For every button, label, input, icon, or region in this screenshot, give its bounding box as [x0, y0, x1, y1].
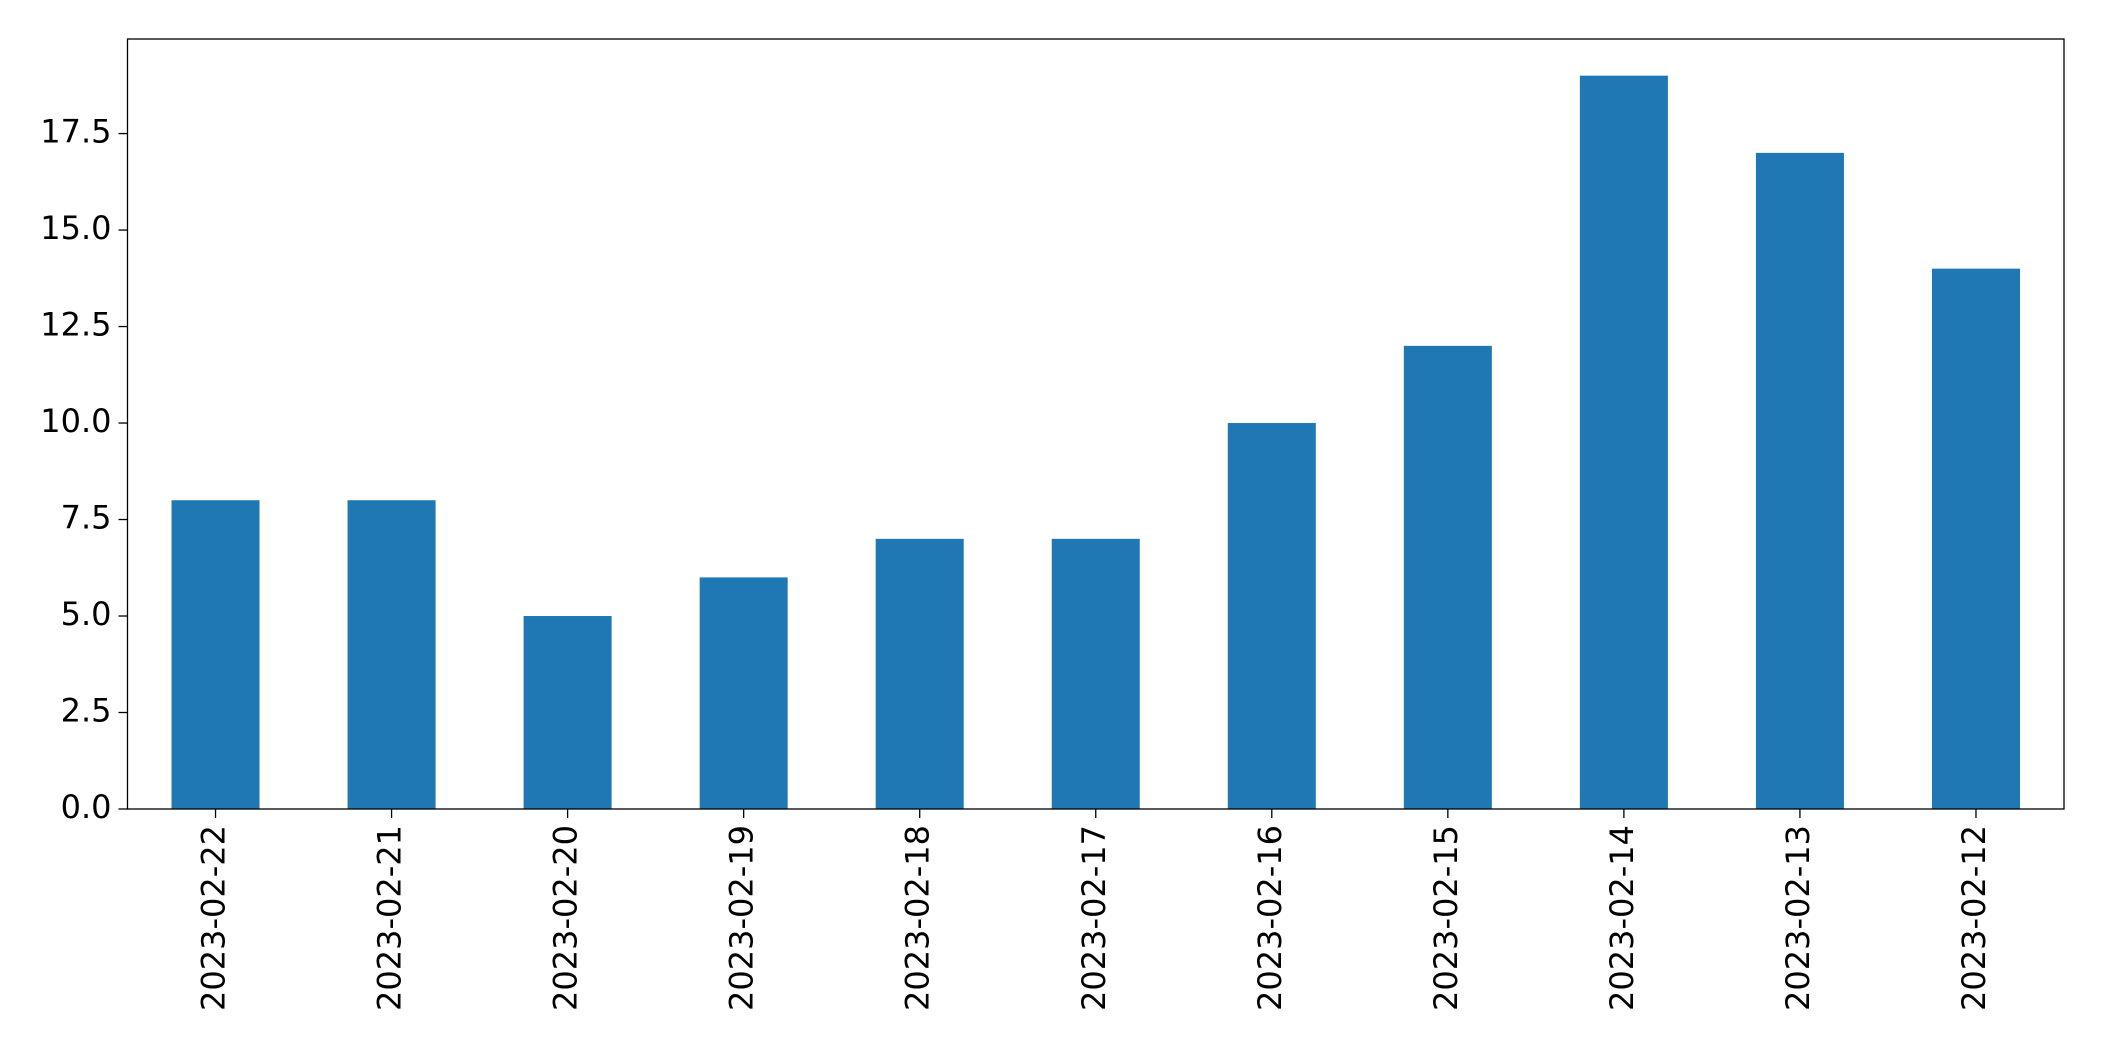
y-tick-label: 7.5	[61, 499, 112, 537]
x-tick-label: 2023-02-21	[371, 825, 409, 1011]
x-tick-label: 2023-02-20	[547, 825, 585, 1011]
bar	[523, 616, 612, 809]
y-tick-label: 2.5	[61, 692, 112, 730]
x-tick-label: 2023-02-12	[1955, 825, 1993, 1011]
x-tick-label: 2023-02-22	[195, 825, 233, 1011]
y-tick-label: 12.5	[40, 306, 111, 344]
x-tick-label: 2023-02-19	[723, 825, 761, 1011]
bar	[347, 500, 436, 809]
bar	[1227, 423, 1316, 809]
y-tick-label: 5.0	[61, 595, 112, 633]
x-tick-label: 2023-02-13	[1779, 825, 1817, 1011]
y-tick-label: 0.0	[61, 788, 112, 826]
x-tick-label: 2023-02-15	[1427, 825, 1465, 1011]
y-tick-label: 17.5	[40, 113, 111, 151]
bar	[1931, 268, 2020, 809]
bar	[699, 577, 788, 809]
bar	[1755, 152, 1844, 810]
plot-frame	[126, 38, 2065, 810]
bar	[1403, 345, 1492, 809]
bar	[875, 538, 964, 809]
x-tick-label: 2023-02-16	[1251, 825, 1289, 1011]
x-tick-label: 2023-02-14	[1603, 825, 1641, 1011]
y-tick-label: 15.0	[40, 209, 111, 247]
bar	[1051, 538, 1140, 809]
y-tick-label: 10.0	[40, 402, 111, 440]
bar	[1579, 75, 1668, 809]
x-tick-label: 2023-02-17	[1075, 825, 1113, 1011]
x-tick-label: 2023-02-18	[899, 825, 937, 1011]
bar	[171, 500, 260, 809]
